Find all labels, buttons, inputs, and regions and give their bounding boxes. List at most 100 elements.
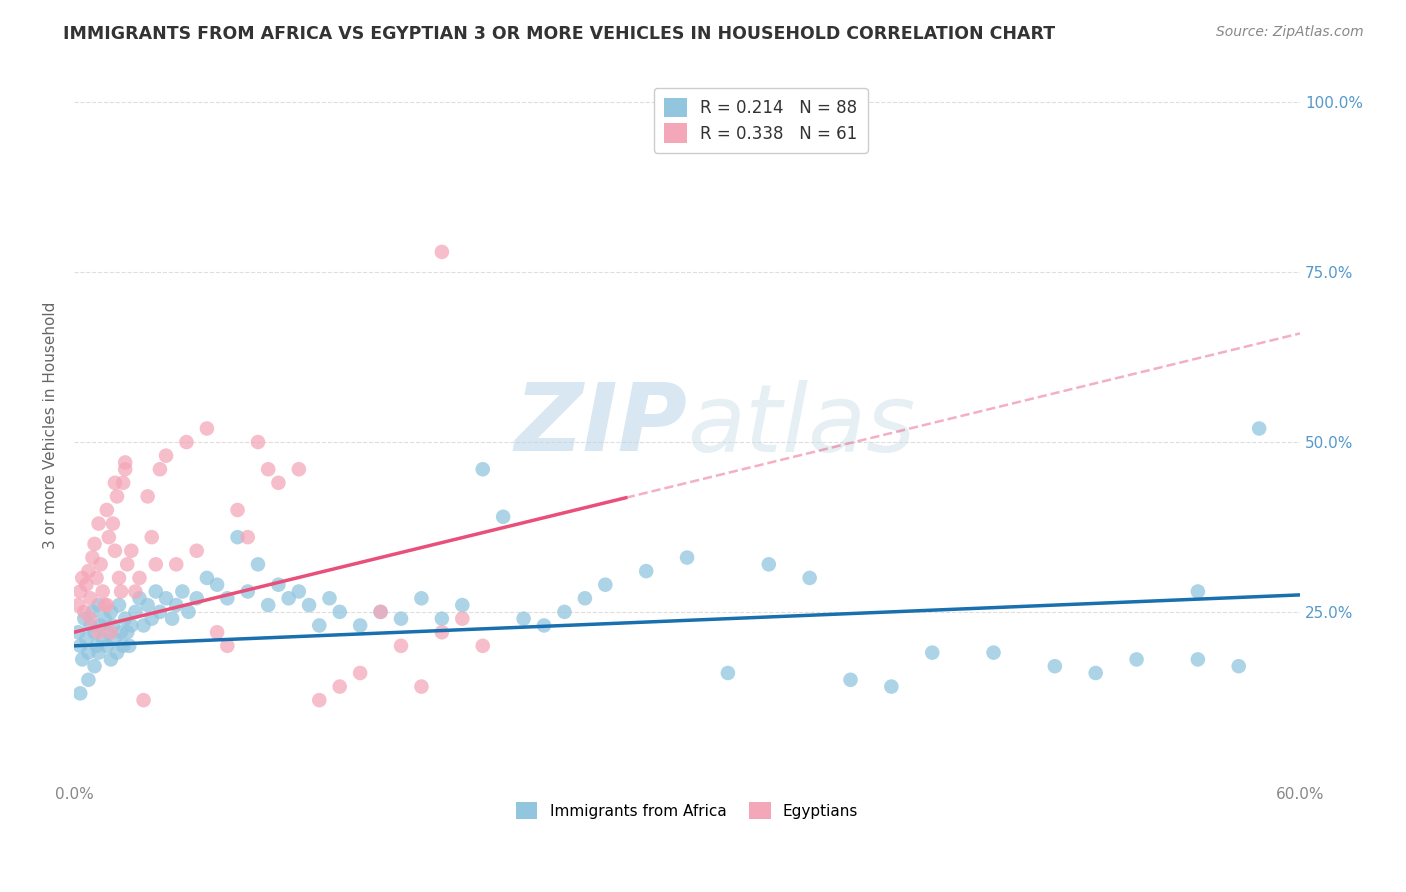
Point (73, 605, 96, 619)
Point (75, 577, 97, 591)
Point (1084, 665, 1107, 680)
Point (91, 584, 114, 599)
Point (97, 530, 120, 544)
Point (430, 244, 453, 259)
Point (492, 509, 515, 524)
Point (155, 591, 177, 606)
Point (105, 646, 128, 660)
Point (86, 639, 108, 653)
Point (717, 665, 740, 680)
Point (471, 462, 494, 476)
Point (101, 618, 124, 632)
Point (96, 598, 118, 612)
Point (349, 665, 371, 680)
Point (236, 530, 259, 544)
Text: ZIP: ZIP (515, 379, 688, 471)
Point (79, 618, 101, 632)
Point (77, 646, 100, 660)
Point (69, 584, 91, 599)
Point (87, 646, 110, 660)
Point (195, 421, 218, 435)
Point (132, 618, 155, 632)
Point (124, 605, 146, 619)
Point (308, 693, 330, 707)
Point (136, 598, 159, 612)
Point (115, 558, 138, 572)
Point (195, 571, 218, 585)
Point (451, 598, 474, 612)
Point (87, 598, 110, 612)
Point (104, 632, 127, 646)
Point (73, 612, 96, 626)
Point (512, 612, 534, 626)
Point (267, 577, 290, 591)
Point (96, 639, 118, 653)
Point (75, 632, 97, 646)
Point (82, 550, 104, 565)
Point (114, 455, 136, 469)
Point (839, 673, 862, 687)
Point (349, 618, 371, 632)
Point (636, 564, 658, 578)
Point (115, 625, 138, 640)
Point (370, 605, 392, 619)
Point (96, 503, 118, 517)
Point (114, 462, 136, 476)
Point (389, 639, 412, 653)
Point (105, 490, 128, 504)
Point (758, 558, 780, 572)
Point (246, 558, 269, 572)
Point (288, 462, 311, 476)
Point (186, 543, 208, 558)
Point (574, 591, 596, 606)
Point (97, 625, 120, 640)
Point (471, 639, 494, 653)
Point (149, 462, 172, 476)
Point (186, 591, 208, 606)
Point (93, 598, 115, 612)
Point (118, 639, 141, 653)
Point (101, 516, 124, 531)
Point (141, 530, 163, 544)
Y-axis label: 3 or more Vehicles in Household: 3 or more Vehicles in Household (44, 301, 58, 549)
Point (67, 625, 90, 640)
Point (1187, 584, 1209, 599)
Point (128, 591, 150, 606)
Point (77, 564, 100, 578)
Point (128, 571, 150, 585)
Point (1187, 652, 1209, 666)
Point (79, 612, 101, 626)
Point (389, 612, 412, 626)
Point (100, 605, 122, 619)
Point (177, 605, 200, 619)
Point (205, 577, 228, 591)
Point (983, 646, 1005, 660)
Point (257, 462, 280, 476)
Point (87, 625, 110, 640)
Point (120, 618, 142, 632)
Point (86, 571, 108, 585)
Point (267, 475, 290, 490)
Point (110, 584, 132, 599)
Point (72, 652, 94, 666)
Point (90, 618, 112, 632)
Point (120, 543, 142, 558)
Point (236, 584, 259, 599)
Legend: Immigrants from Africa, Egyptians: Immigrants from Africa, Egyptians (510, 796, 865, 825)
Point (318, 591, 340, 606)
Point (160, 612, 183, 626)
Point (411, 591, 433, 606)
Point (136, 490, 159, 504)
Point (226, 530, 249, 544)
Point (430, 612, 453, 626)
Point (67, 598, 90, 612)
Point (90, 558, 112, 572)
Point (124, 584, 146, 599)
Point (83, 537, 105, 551)
Point (104, 543, 127, 558)
Point (1125, 652, 1147, 666)
Point (77, 673, 100, 687)
Point (149, 605, 172, 619)
Point (69, 686, 91, 700)
Point (155, 449, 177, 463)
